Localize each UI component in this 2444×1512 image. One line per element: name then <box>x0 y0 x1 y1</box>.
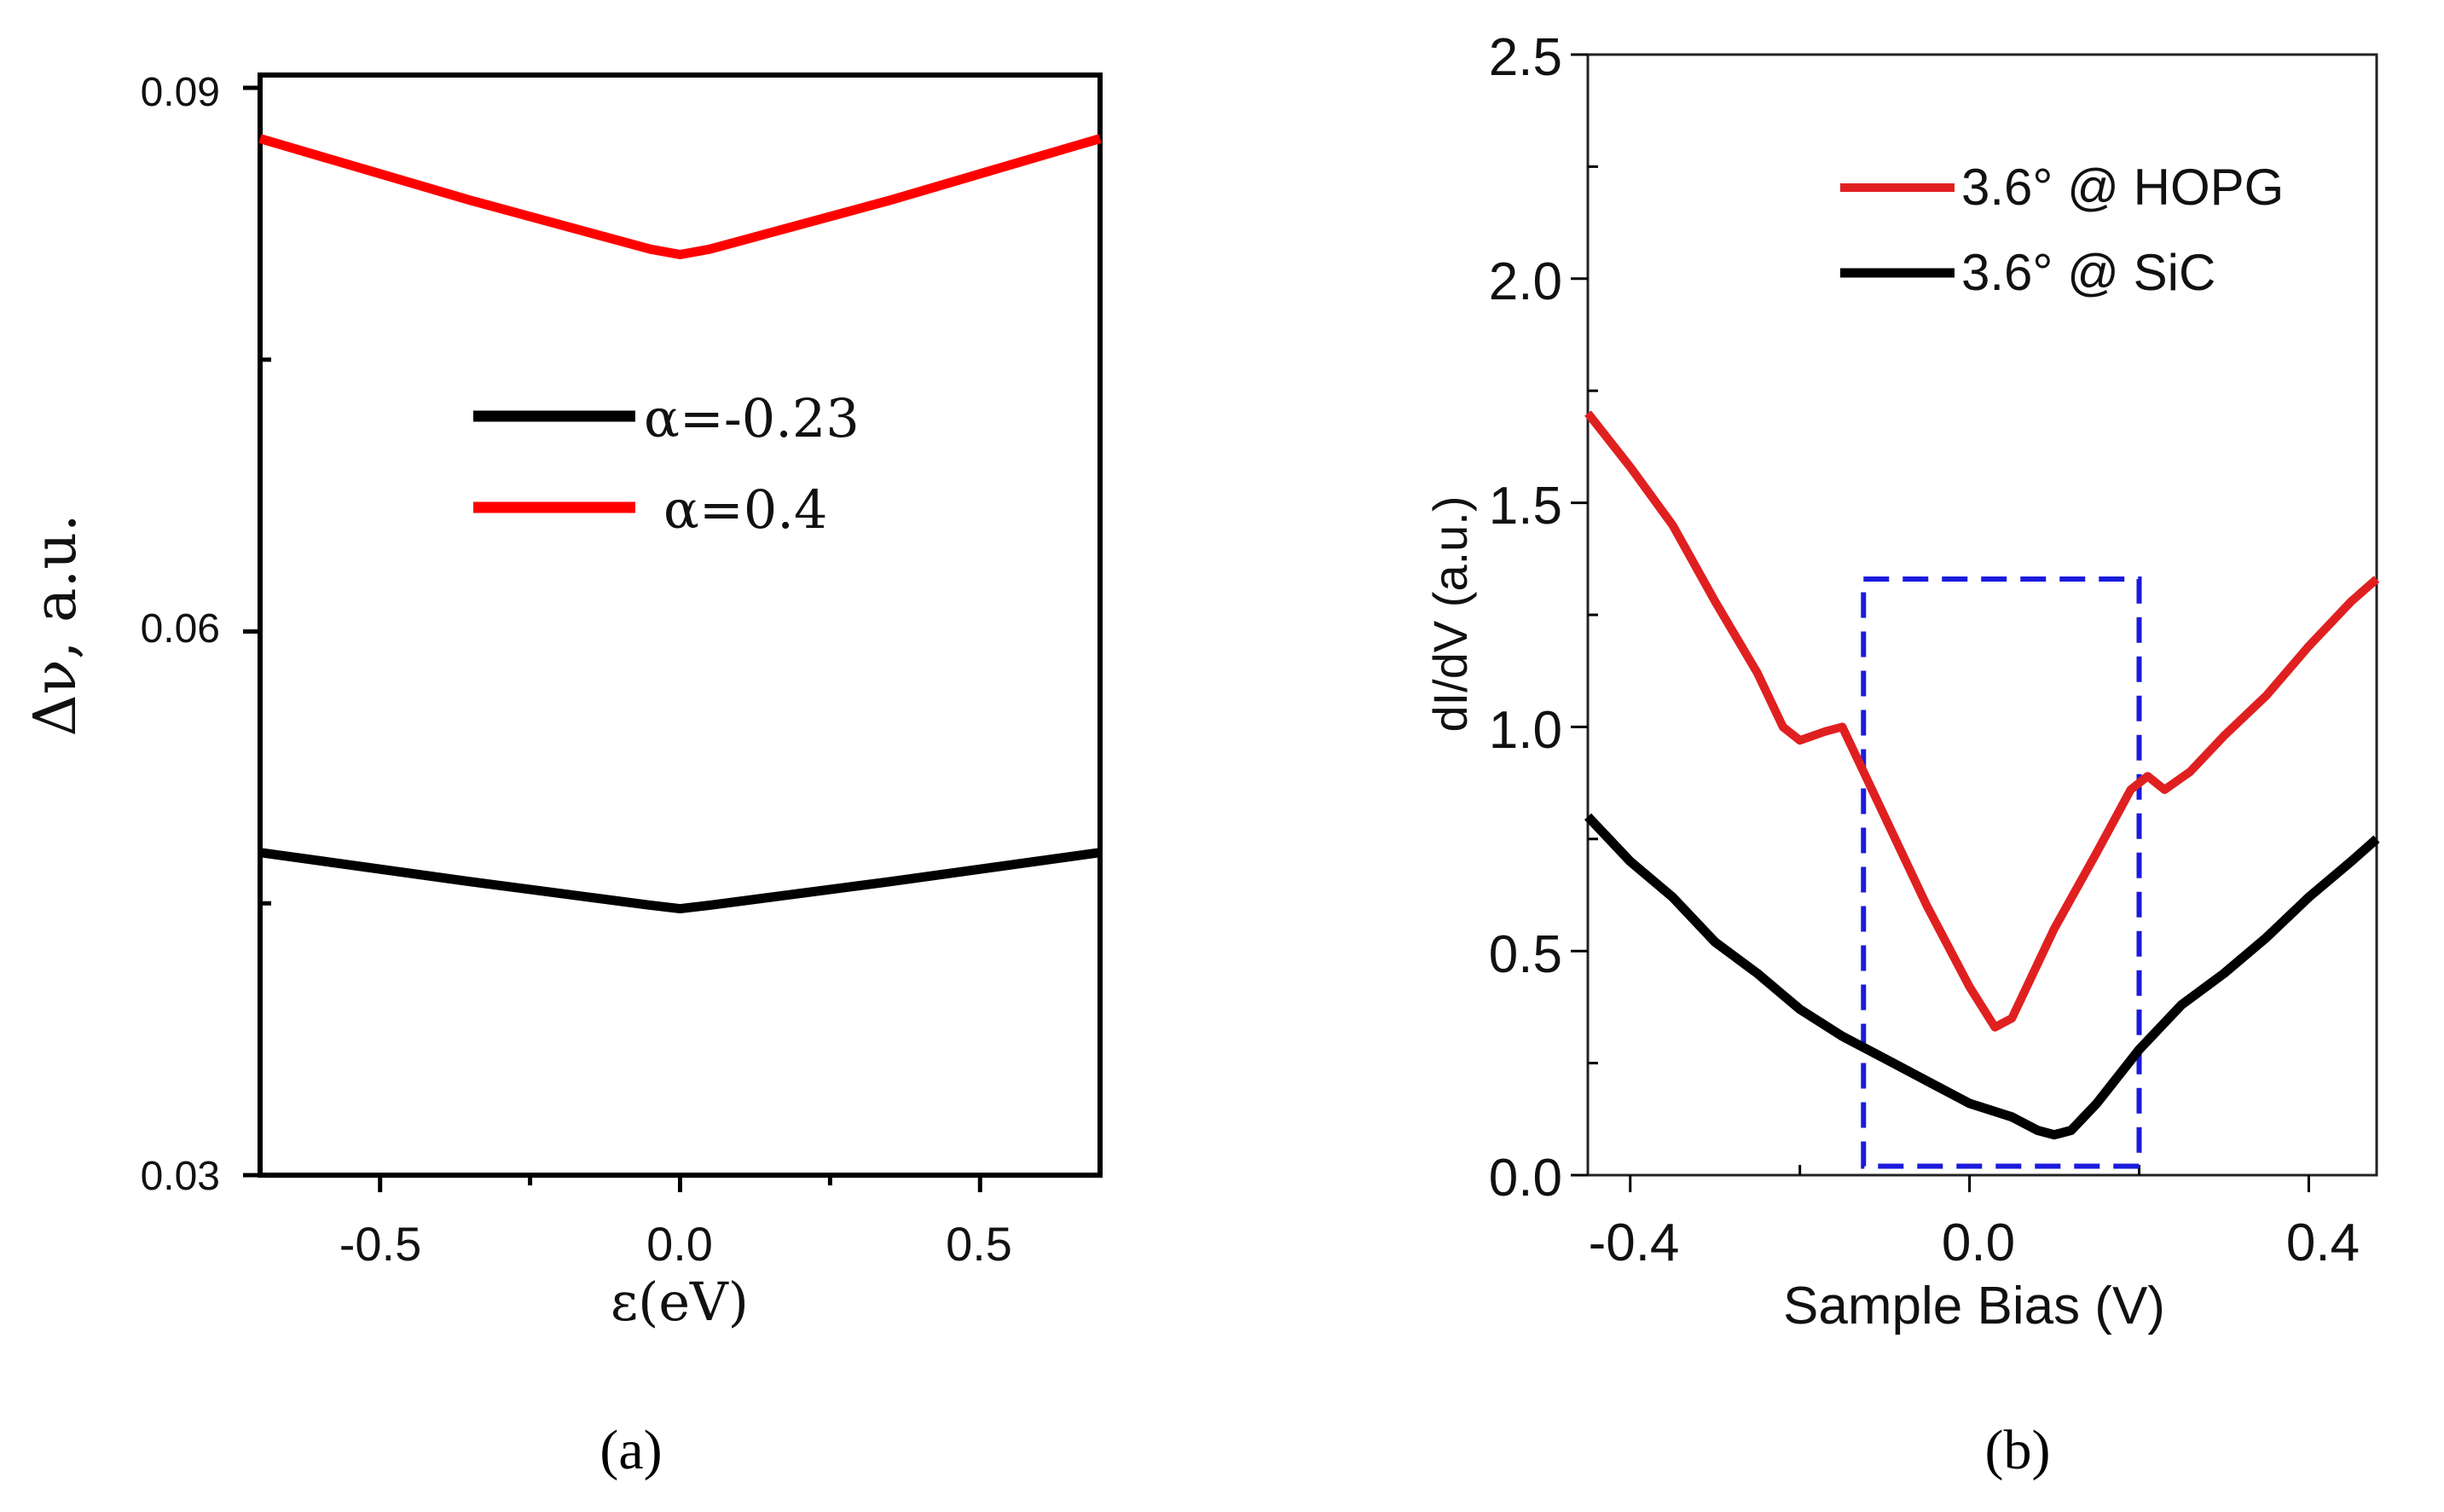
panel-b-ytick-label: 2.0 <box>1489 252 1562 311</box>
panel-b-xtick-label: -0.4 <box>1589 1214 1680 1272</box>
panel-a-ylabel: Δν, a.u. <box>22 513 90 736</box>
panel-b-xtick-label: 0.0 <box>1942 1214 2015 1272</box>
panel-b-ylabel: dI/dV (a.u.) <box>1423 495 1477 732</box>
panel-a: 0.09 0.06 0.03 -0.5 0.0 0.5 ε(eV) Δν, a.… <box>22 70 1103 1481</box>
panel-b-ticks <box>1571 53 2310 1192</box>
panel-a-legend-label: α=0.4 <box>663 478 827 541</box>
panel-b-xlabel: Sample Bias (V) <box>1783 1277 2165 1335</box>
panel-a-xtick-label: 0.0 <box>646 1217 713 1271</box>
panel-a-ytick-label: 0.03 <box>141 1154 220 1199</box>
panel-a-xtick-label: 0.5 <box>946 1217 1012 1271</box>
panel-b-xtick-label: 0.4 <box>2286 1214 2360 1272</box>
panel-b-legend-label: 3.6° @ SiC <box>1961 244 2215 301</box>
panel-b-legend-label: 3.6° @ HOPG <box>1961 159 2284 216</box>
panel-a-ytick-label: 0.09 <box>141 70 220 115</box>
panel-a-ytick-label: 0.06 <box>141 606 220 652</box>
panel-a-series-line-alpha-neg023 <box>259 848 1101 914</box>
panel-b-highlight-box <box>1861 576 2142 1169</box>
panel-b: 2.5 2.0 1.5 1.0 0.5 0.0 -0.4 0.0 0.4 Sam… <box>1423 28 2380 1481</box>
panel-a-ticks <box>243 85 982 1192</box>
panel-a-caption: (a) <box>599 1419 662 1481</box>
panel-a-legend-label: α=-0.23 <box>644 387 860 449</box>
panel-b-ytick-label: 0.5 <box>1489 925 1562 984</box>
panel-b-series-line-hopg <box>1584 410 2380 1032</box>
panel-b-series-line-sic <box>1584 813 2380 1140</box>
panel-a-xlabel: ε(eV) <box>611 1271 749 1333</box>
panel-a-series-line-alpha-04 <box>258 134 1102 259</box>
panel-b-caption: (b) <box>1985 1419 2051 1481</box>
panel-b-ytick-label: 1.0 <box>1489 701 1562 760</box>
panel-b-ytick-label: 0.0 <box>1489 1149 1562 1208</box>
panel-a-legend: α=-0.23 α=0.4 <box>473 387 860 541</box>
panel-a-xtick-label: -0.5 <box>339 1217 422 1271</box>
panel-a-plot-frame <box>258 72 1103 1178</box>
panel-b-ytick-label: 1.5 <box>1489 477 1562 536</box>
panel-b-ytick-label: 2.5 <box>1489 28 1562 87</box>
panel-b-legend: 3.6° @ HOPG 3.6° @ SiC <box>1840 159 2284 301</box>
